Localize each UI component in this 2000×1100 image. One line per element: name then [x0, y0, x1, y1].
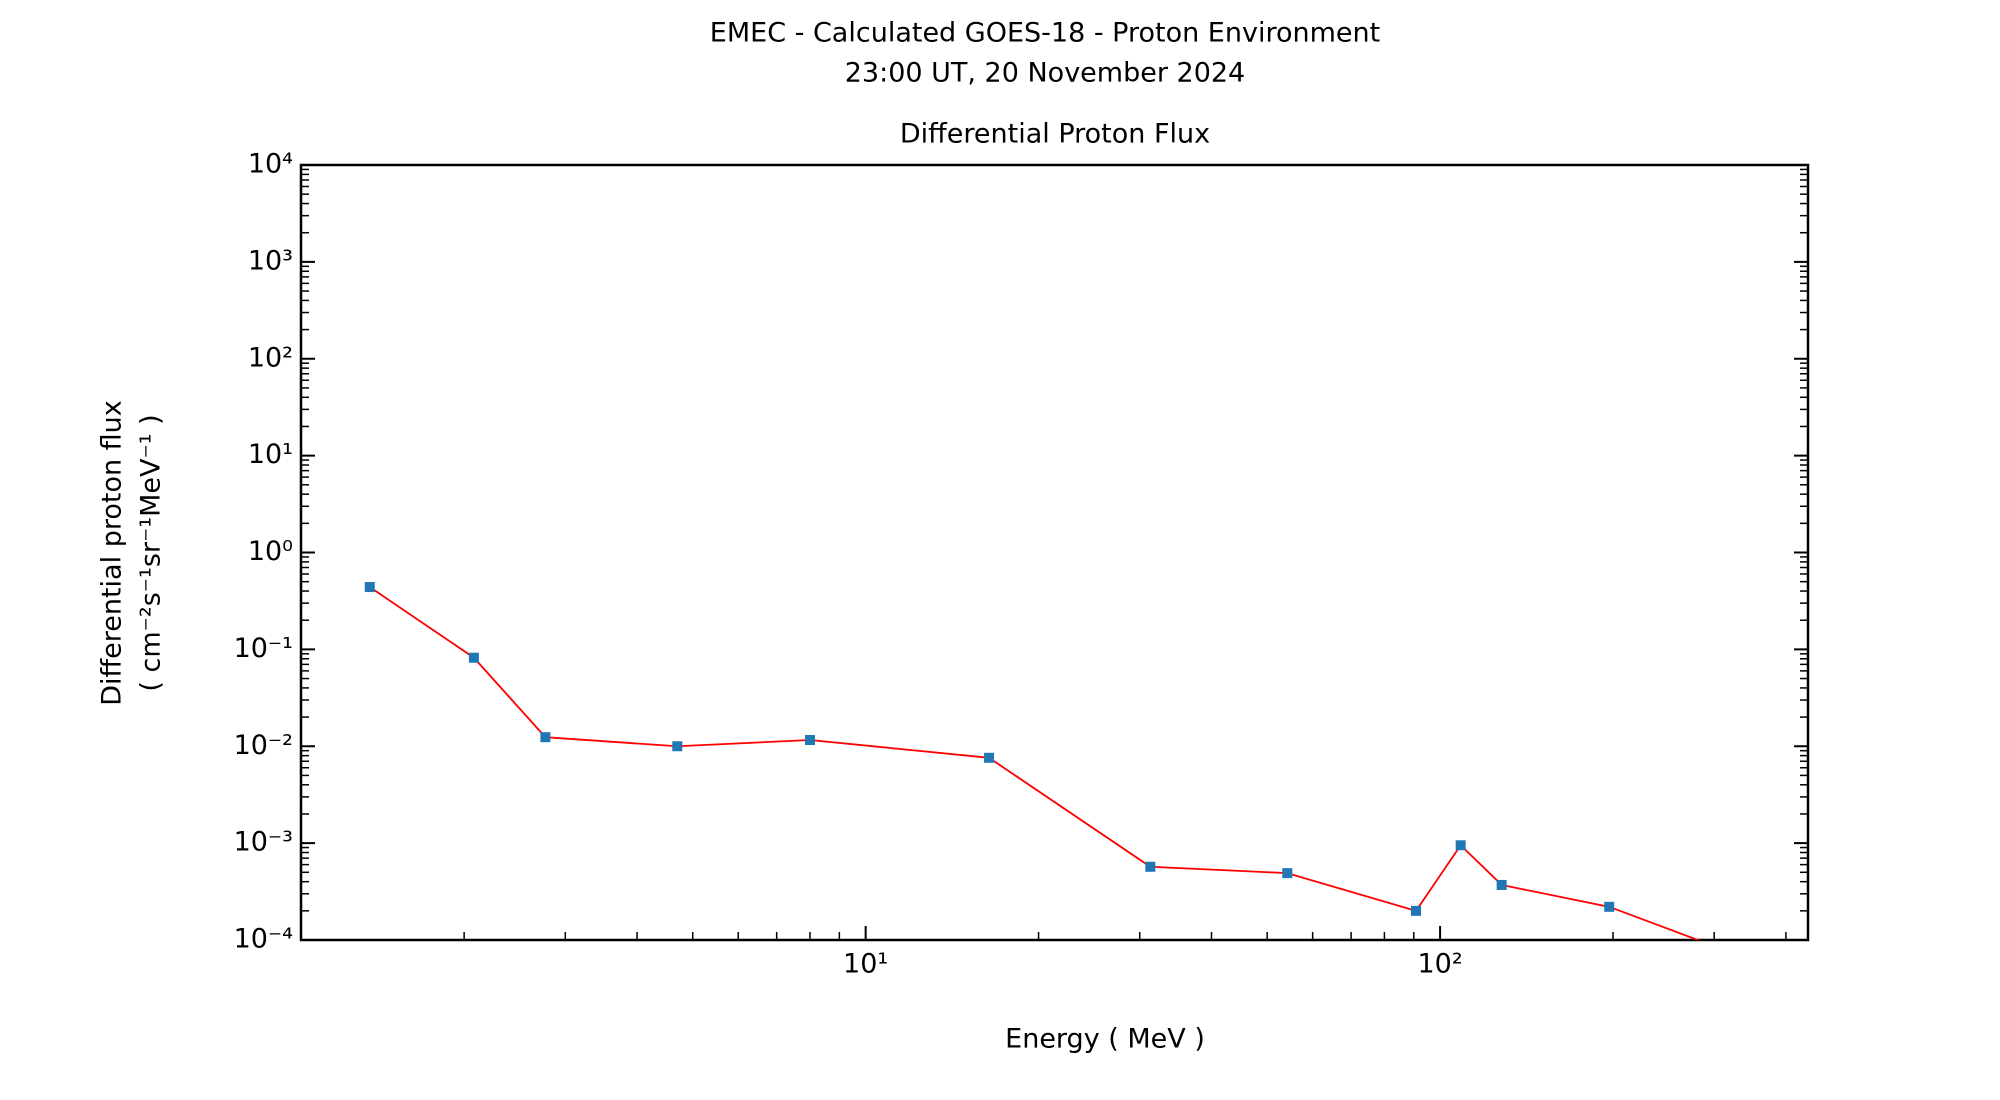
data-point	[1496, 879, 1507, 890]
data-point	[364, 582, 375, 593]
plot-frame	[299, 163, 1810, 942]
y-tick-label: 10¹	[248, 439, 293, 470]
x-tick-label: 10¹	[843, 949, 888, 980]
y-tick-label: 10²	[248, 342, 293, 373]
data-point	[1411, 905, 1422, 916]
data-point	[672, 741, 683, 752]
x-axis-label: Energy ( MeV )	[1005, 1024, 1205, 1055]
y-tick-label: 10⁴	[248, 149, 293, 180]
data-line	[369, 586, 1701, 940]
plot-title: Differential Proton Flux	[900, 119, 1210, 150]
chart-title: EMEC - Calculated GOES-18 - Proton Envir…	[710, 18, 1380, 49]
data-point	[1455, 840, 1466, 851]
y-axis-label: ( cm⁻²s⁻¹sr⁻¹MeV⁻¹ )	[136, 414, 167, 691]
data-point	[804, 735, 815, 746]
y-tick-label: 10⁻²	[234, 730, 293, 761]
y-tick-label: 10⁻⁴	[234, 924, 293, 955]
x-tick-label: 10²	[1417, 949, 1462, 980]
data-point	[1282, 868, 1293, 879]
data-point	[1733, 950, 1743, 960]
y-tick-label: 10⁻¹	[234, 633, 293, 664]
plot-area	[364, 582, 1743, 960]
data-point	[1604, 901, 1615, 912]
data-point	[1145, 861, 1156, 872]
data-point	[984, 752, 995, 763]
data-point	[540, 732, 551, 743]
y-tick-label: 10⁰	[248, 536, 293, 567]
data-point	[468, 652, 479, 663]
y-tick-label: 10⁻³	[234, 827, 293, 858]
chart-subtitle: 23:00 UT, 20 November 2024	[845, 58, 1246, 89]
y-axis-label: Differential proton flux	[97, 400, 128, 706]
y-tick-label: 10³	[248, 245, 293, 276]
